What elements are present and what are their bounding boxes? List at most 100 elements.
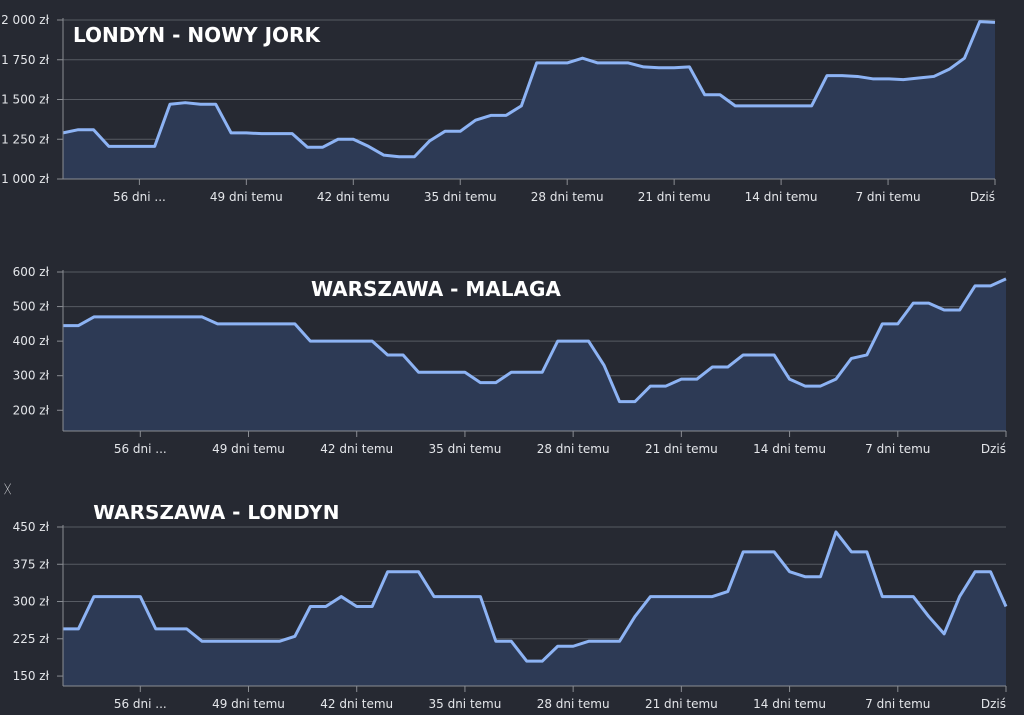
x-tick-label: 35 dni temu — [429, 697, 502, 711]
data-point — [833, 529, 838, 534]
y-tick-label: 1 250 zł — [1, 132, 49, 146]
x-tick-label: 7 dni temu — [865, 697, 930, 711]
x-tick-label: 28 dni temu — [531, 190, 604, 204]
data-point — [617, 399, 622, 404]
data-point — [632, 614, 637, 619]
data-point — [648, 384, 653, 389]
data-point — [427, 138, 432, 143]
y-tick-label: 400 zł — [13, 334, 50, 348]
x-tick-label: 7 dni temu — [865, 442, 930, 456]
data-point — [540, 659, 545, 664]
data-point — [519, 103, 524, 108]
data-point — [381, 153, 386, 158]
data-point — [370, 604, 375, 609]
data-point — [864, 549, 869, 554]
data-point — [76, 626, 81, 631]
data-point — [586, 339, 591, 344]
data-point — [493, 380, 498, 385]
x-tick-label: 42 dni temu — [317, 190, 390, 204]
x-tick-label: 49 dni temu — [210, 190, 283, 204]
data-point — [432, 370, 437, 375]
data-point — [416, 370, 421, 375]
data-point — [787, 569, 792, 574]
data-point — [91, 314, 96, 319]
data-point — [555, 644, 560, 649]
data-point — [916, 76, 921, 81]
data-point — [261, 321, 266, 326]
data-point — [231, 639, 236, 644]
x-tick-label: 7 dni temu — [855, 190, 920, 204]
data-point — [717, 92, 722, 97]
series-line — [63, 277, 1007, 404]
data-point — [169, 314, 174, 319]
data-point — [993, 20, 998, 25]
data-point — [167, 102, 172, 107]
data-point — [648, 594, 653, 599]
data-point — [779, 103, 784, 108]
data-point — [787, 377, 792, 382]
stray-glyph: ᚷ — [4, 482, 12, 496]
data-point — [694, 594, 699, 599]
data-point — [880, 594, 885, 599]
data-point — [246, 321, 251, 326]
data-point — [855, 74, 860, 79]
data-point — [641, 64, 646, 69]
data-point — [213, 102, 218, 107]
y-tick-label: 300 zł — [13, 595, 50, 609]
data-point — [988, 569, 993, 574]
data-point — [366, 144, 371, 149]
data-point — [672, 65, 677, 70]
data-point — [710, 594, 715, 599]
data-point — [462, 594, 467, 599]
data-point — [957, 594, 962, 599]
data-point — [580, 56, 585, 61]
data-point — [509, 370, 514, 375]
y-tick-label: 600 zł — [13, 265, 50, 279]
data-point — [931, 74, 936, 79]
data-point — [229, 130, 234, 135]
data-point — [323, 339, 328, 344]
data-point — [694, 377, 699, 382]
data-point — [977, 19, 982, 24]
chart-title: WARSZAWA - MALAGA — [311, 277, 561, 301]
data-point — [462, 370, 467, 375]
x-tick-label: 49 dni temu — [212, 697, 285, 711]
data-point — [169, 626, 174, 631]
data-point — [864, 352, 869, 357]
data-point — [351, 137, 356, 142]
data-point — [91, 127, 96, 132]
data-point — [184, 626, 189, 631]
data-point — [107, 314, 112, 319]
data-point — [741, 352, 746, 357]
data-point — [385, 352, 390, 357]
y-tick-label: 200 zł — [13, 403, 50, 417]
data-point — [416, 569, 421, 574]
data-point — [122, 314, 127, 319]
data-point — [509, 639, 514, 644]
data-point — [447, 594, 452, 599]
data-point — [308, 604, 313, 609]
data-point — [493, 639, 498, 644]
data-point — [370, 339, 375, 344]
data-point — [549, 60, 554, 65]
data-point — [412, 154, 417, 159]
y-tick-label: 375 zł — [13, 557, 50, 571]
data-point — [200, 639, 205, 644]
x-tick-label: 14 dni temu — [753, 442, 826, 456]
y-tick-label: 2 000 zł — [1, 13, 49, 27]
data-point — [663, 594, 668, 599]
data-point — [277, 321, 282, 326]
y-tick-label: 1 750 zł — [1, 53, 49, 67]
y-tick-label: 150 zł — [13, 669, 50, 683]
data-point — [895, 594, 900, 599]
data-point — [432, 594, 437, 599]
data-point — [555, 339, 560, 344]
data-point — [763, 103, 768, 108]
data-point — [1004, 276, 1009, 281]
data-point — [656, 65, 661, 70]
data-point — [748, 103, 753, 108]
x-tick-label: 21 dni temu — [645, 442, 718, 456]
data-point — [524, 659, 529, 664]
data-point — [244, 130, 249, 135]
data-point — [137, 144, 142, 149]
